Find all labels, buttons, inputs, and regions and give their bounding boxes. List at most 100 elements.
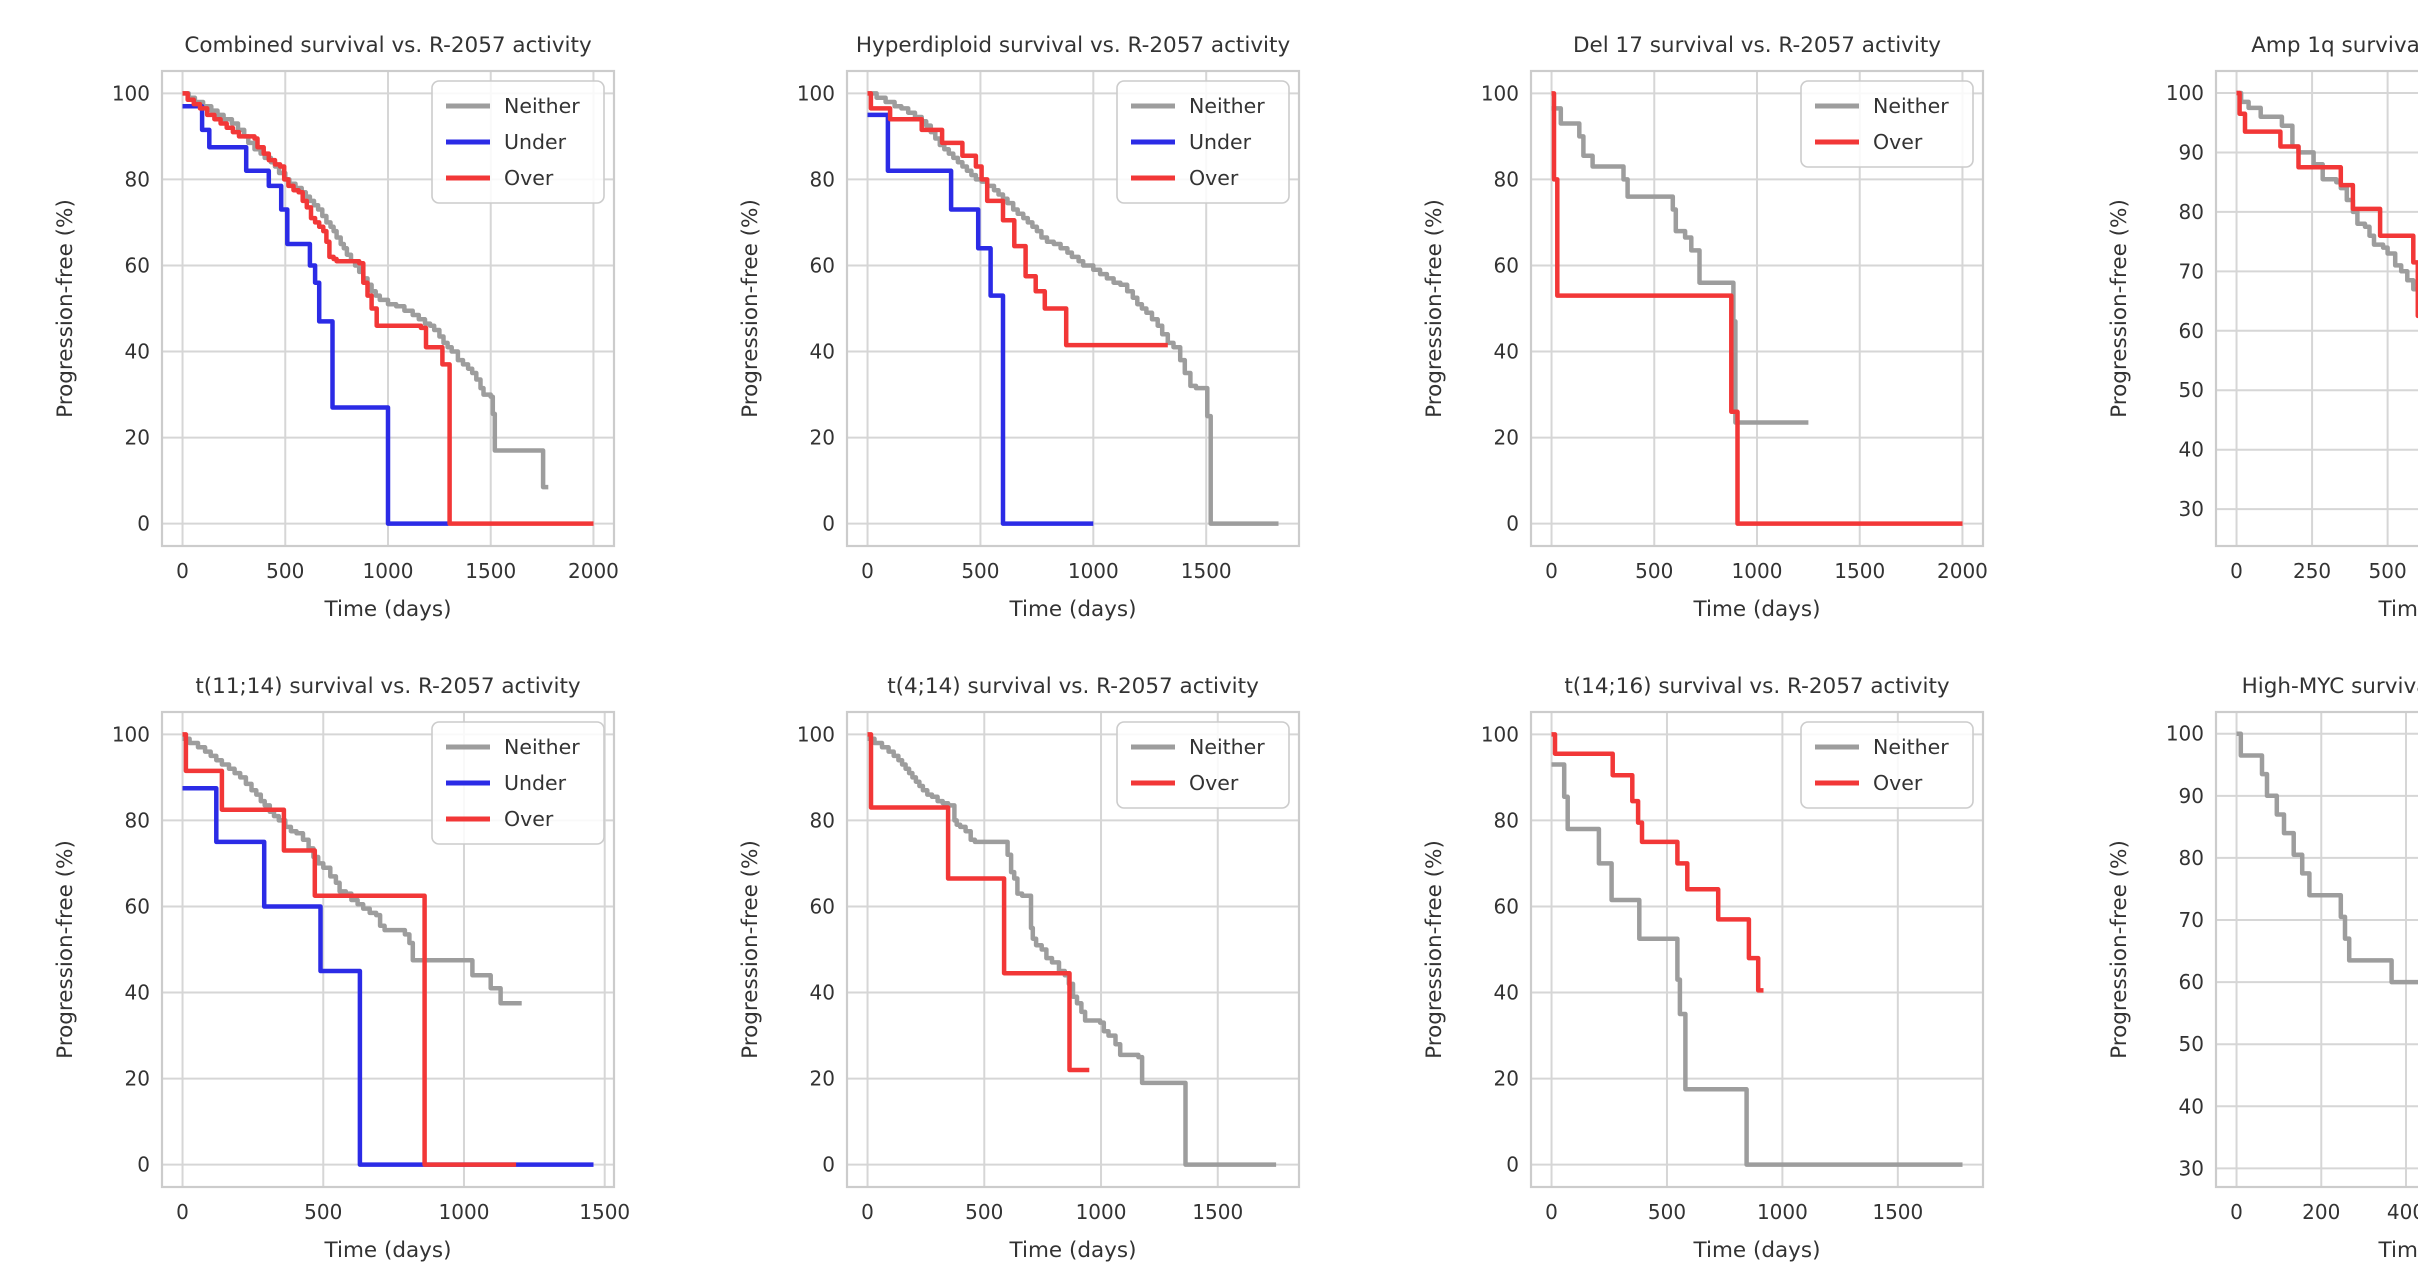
chart-title: t(11;14) survival vs. R-2057 activity — [195, 674, 581, 699]
y-tick-label: 40 — [2178, 438, 2203, 462]
y-tick-label: 90 — [2178, 140, 2203, 164]
y-tick-label: 0 — [1506, 1153, 1519, 1177]
y-tick-label: 30 — [2178, 497, 2203, 521]
x-tick-label: 500 — [304, 1200, 342, 1224]
x-tick-label: 0 — [176, 559, 189, 583]
legend-label: Over — [504, 166, 554, 190]
x-tick-label: 1500 — [1834, 559, 1885, 583]
y-tick-label: 0 — [1506, 512, 1519, 536]
y-axis-label: Progression-free (%) — [53, 840, 78, 1059]
y-tick-label: 40 — [809, 981, 834, 1005]
y-tick-label: 0 — [137, 512, 150, 536]
subplot-amp1q: 02505007501000125030405060708090100Amp 1… — [2094, 16, 2418, 625]
y-axis-label: Progression-free (%) — [738, 199, 763, 418]
x-tick-label: 1000 — [363, 559, 414, 583]
y-axis-label: Progression-free (%) — [1422, 199, 1447, 418]
x-tick-label: 0 — [1545, 559, 1558, 583]
x-tick-label: 200 — [2302, 1200, 2340, 1224]
y-axis-label: Progression-free (%) — [2107, 199, 2132, 418]
chart-title: t(14;16) survival vs. R-2057 activity — [1564, 674, 1950, 699]
y-tick-label: 20 — [1494, 426, 1519, 450]
x-tick-label: 0 — [1545, 1200, 1558, 1224]
y-tick-label: 90 — [2178, 784, 2203, 808]
legend-label: Under — [1189, 130, 1252, 154]
legend-label: Neither — [1873, 735, 1949, 759]
chart-amp1q: 02505007501000125030405060708090100Amp 1… — [2094, 16, 2418, 625]
y-tick-label: 100 — [796, 722, 834, 746]
x-axis-label: Time (days) — [2377, 597, 2418, 622]
x-tick-label: 1500 — [579, 1200, 630, 1224]
x-axis-label: Time (days) — [1008, 1238, 1136, 1263]
legend: Neither Over — [1117, 722, 1289, 808]
x-axis-label: Time (days) — [1008, 597, 1136, 622]
y-tick-label: 60 — [1494, 253, 1519, 277]
series-line-under — [183, 106, 449, 523]
y-tick-label: 100 — [2165, 81, 2203, 105]
x-tick-label: 1000 — [439, 1200, 490, 1224]
x-tick-label: 1500 — [1180, 559, 1231, 583]
y-tick-label: 20 — [809, 1067, 834, 1091]
chart-title: Del 17 survival vs. R-2057 activity — [1573, 33, 1941, 58]
x-tick-label: 1000 — [1732, 559, 1783, 583]
y-tick-label: 60 — [809, 253, 834, 277]
legend-label: Neither — [1873, 94, 1949, 118]
y-tick-label: 80 — [1494, 167, 1519, 191]
y-tick-label: 20 — [809, 426, 834, 450]
legend-label: Neither — [1189, 94, 1265, 118]
legend-label: Under — [504, 130, 567, 154]
series-line-over — [2236, 93, 2418, 441]
x-tick-label: 0 — [176, 1200, 189, 1224]
y-tick-label: 100 — [1481, 722, 1519, 746]
legend-label: Neither — [1189, 735, 1265, 759]
y-tick-label: 0 — [822, 512, 835, 536]
y-tick-label: 80 — [809, 167, 834, 191]
legend-label: Over — [1189, 771, 1239, 795]
legend-label: Neither — [504, 735, 580, 759]
y-tick-label: 80 — [2178, 200, 2203, 224]
y-tick-label: 20 — [125, 1067, 150, 1091]
y-tick-label: 0 — [822, 1153, 835, 1177]
y-axis-label: Progression-free (%) — [738, 840, 763, 1059]
y-tick-label: 100 — [2165, 722, 2203, 746]
x-tick-label: 500 — [965, 1200, 1003, 1224]
y-tick-label: 40 — [1494, 340, 1519, 364]
y-tick-label: 70 — [2178, 259, 2203, 283]
x-axis-label: Time (days) — [2377, 1238, 2418, 1263]
x-tick-label: 500 — [1648, 1200, 1686, 1224]
y-tick-label: 60 — [2178, 319, 2203, 343]
y-tick-label: 20 — [125, 426, 150, 450]
plot-border — [2216, 712, 2418, 1187]
legend-label: Over — [1873, 771, 1923, 795]
legend: Neither Under Over — [1117, 81, 1289, 203]
y-tick-label: 50 — [2178, 1032, 2203, 1056]
x-tick-label: 0 — [861, 1200, 874, 1224]
y-axis-label: Progression-free (%) — [1422, 840, 1447, 1059]
x-tick-label: 0 — [2230, 559, 2243, 583]
x-axis-label: Time (days) — [1693, 597, 1821, 622]
y-tick-label: 40 — [125, 340, 150, 364]
y-tick-label: 100 — [796, 81, 834, 105]
y-tick-label: 50 — [2178, 378, 2203, 402]
y-tick-label: 70 — [2178, 908, 2203, 932]
x-tick-label: 1500 — [1872, 1200, 1923, 1224]
y-tick-label: 60 — [125, 894, 150, 918]
legend-label: Over — [1189, 166, 1239, 190]
subplot-high-myc: 0200400600800100030405060708090100High-M… — [2094, 657, 2418, 1266]
y-tick-label: 60 — [125, 253, 150, 277]
chart-title: High-MYC survival vs. R-2057 activity — [2241, 674, 2418, 699]
x-tick-label: 2000 — [1937, 559, 1988, 583]
x-tick-label: 1500 — [1192, 1200, 1243, 1224]
x-tick-label: 400 — [2386, 1200, 2418, 1224]
y-tick-label: 80 — [125, 808, 150, 832]
x-tick-label: 1000 — [1757, 1200, 1808, 1224]
